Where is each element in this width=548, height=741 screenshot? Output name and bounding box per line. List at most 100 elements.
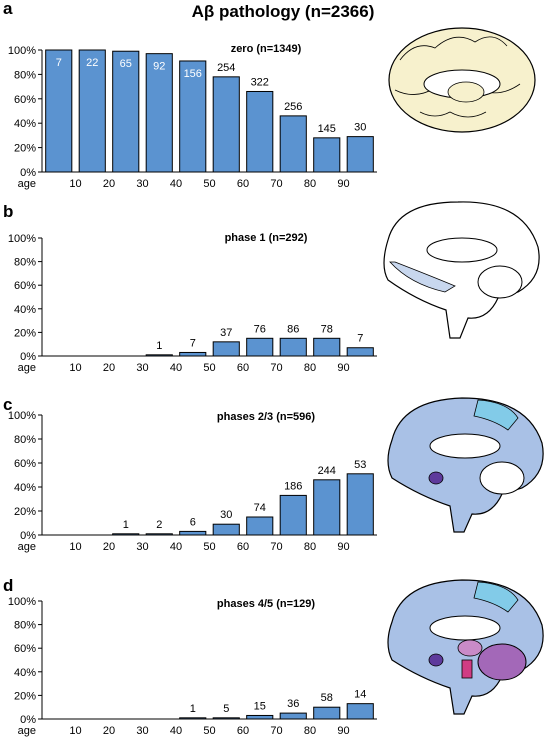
y-tick-label: 0% [20, 714, 36, 726]
brainstem [461, 659, 473, 679]
panel-letter: a [3, 0, 13, 18]
bar [246, 714, 274, 720]
brain-illustration [383, 201, 540, 339]
data-label: 5 [223, 703, 229, 715]
x-tick-label: 70 [270, 725, 282, 737]
y-tick-label: 20% [14, 690, 36, 702]
x-tick-label: 60 [237, 362, 249, 374]
bar [212, 341, 240, 357]
medial-temporal-region [389, 261, 456, 293]
corpus-callosum [429, 615, 501, 641]
bar [179, 530, 207, 536]
subcortical-region [428, 471, 444, 485]
data-label: 322 [251, 76, 269, 88]
x-tick-label: 30 [136, 541, 148, 553]
bar-series: 0% 20% 40% 60% 80% 100% 1 7 37 76 86 78 7 age 10 20 30 40… [8, 233, 377, 374]
x-tick-label: 10 [69, 725, 81, 737]
data-label: 22 [86, 57, 98, 69]
data-label: 6 [190, 516, 196, 528]
bar [313, 337, 341, 357]
subcortical-region [428, 653, 444, 667]
y-tick-label: 0% [20, 530, 36, 542]
y-tick-label: 80% [14, 69, 36, 81]
panel-title: phases 2/3 (n=596) [217, 411, 315, 423]
x-tick-label: 30 [136, 725, 148, 737]
x-tick-label: 50 [203, 541, 215, 553]
data-label: 78 [321, 323, 333, 335]
data-label: 145 [318, 123, 336, 135]
brain-illustration [387, 397, 544, 533]
bar-series: 0% 20% 40% 60% 80% 100% 7 22 65 92 156 254 322 256 145… [8, 45, 377, 190]
data-label: 15 [254, 700, 266, 712]
bar [313, 137, 341, 173]
panel-b: b phase 1 (n=292) 0% 20% 40% 60% 80% 100% 1 7 37… [3, 201, 540, 374]
panel-letter: c [3, 395, 12, 414]
data-label: 7 [357, 333, 363, 345]
data-label: 256 [284, 101, 302, 113]
x-tick-label: 50 [203, 178, 215, 190]
data-label: 156 [184, 68, 202, 80]
bar [179, 351, 207, 357]
data-label: 7 [56, 57, 62, 69]
x-tick-label: 40 [170, 725, 182, 737]
brain-hemisphere [387, 397, 544, 533]
y-tick-label: 100% [8, 45, 36, 57]
data-label: 1 [190, 703, 196, 715]
bar [279, 712, 307, 720]
panel-d: d phases 4/5 (n=129) 0% 20% 40% 60% 80% 100% 1… [3, 576, 544, 737]
bar [279, 494, 307, 536]
data-label: 30 [220, 509, 232, 521]
data-label: 37 [220, 327, 232, 339]
bar [112, 533, 140, 536]
bar [246, 90, 274, 173]
x-axis-title: age [18, 362, 36, 374]
x-tick-label: 40 [170, 178, 182, 190]
data-label: 2 [156, 519, 162, 531]
x-tick-label: 80 [304, 541, 316, 553]
x-tick-label: 80 [304, 362, 316, 374]
bar [246, 337, 274, 357]
x-tick-label: 70 [270, 362, 282, 374]
x-tick-label: 60 [237, 541, 249, 553]
bar [112, 50, 140, 173]
bar [179, 717, 207, 720]
x-tick-label: 10 [69, 362, 81, 374]
x-tick-label: 90 [337, 362, 349, 374]
bar [346, 347, 374, 357]
x-tick-label: 60 [237, 178, 249, 190]
y-tick-label: 60% [14, 458, 36, 470]
x-tick-label: 20 [103, 362, 115, 374]
y-tick-label: 100% [8, 596, 36, 608]
x-tick-label: 80 [304, 725, 316, 737]
bar-series: 0% 20% 40% 60% 80% 100% 1 2 6 30 74 186 244 53 age 10 20… [8, 410, 377, 553]
y-tick-label: 40% [14, 304, 36, 316]
bar [279, 115, 307, 173]
y-tick-label: 80% [14, 257, 36, 269]
panel-c: c phases 2/3 (n=596) 0% 20% 40% 60% 80% 100% 1… [3, 395, 544, 553]
y-tick-label: 60% [14, 643, 36, 655]
data-label: 254 [217, 62, 235, 74]
bar [313, 479, 341, 536]
y-tick-label: 40% [14, 667, 36, 679]
y-tick-label: 80% [14, 620, 36, 632]
x-tick-label: 70 [270, 178, 282, 190]
x-tick-label: 20 [103, 178, 115, 190]
bar [346, 703, 374, 720]
figure-title: Aβ pathology (n=2366) [192, 2, 375, 21]
data-label: 1 [156, 340, 162, 352]
x-tick-label: 70 [270, 541, 282, 553]
brain-illustration [387, 579, 544, 715]
bar [313, 706, 341, 720]
bar [145, 354, 173, 357]
y-tick-label: 100% [8, 410, 36, 422]
panel-title: phases 4/5 (n=129) [217, 598, 315, 610]
x-tick-label: 50 [203, 725, 215, 737]
data-label: 74 [254, 502, 266, 514]
data-label: 30 [354, 122, 366, 134]
brain-illustration [388, 27, 536, 133]
x-tick-label: 50 [203, 362, 215, 374]
data-label: 7 [190, 337, 196, 349]
x-tick-label: 90 [337, 725, 349, 737]
